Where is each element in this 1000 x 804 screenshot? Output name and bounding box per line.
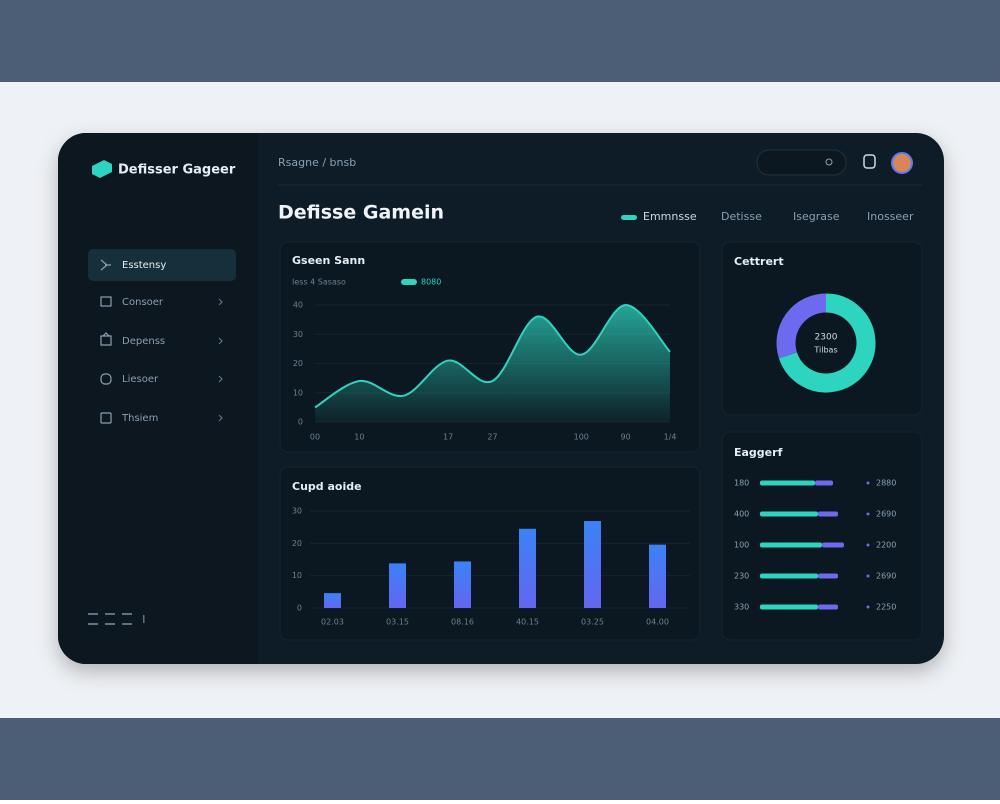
x-tick-label: 1/4 [664, 433, 677, 442]
x-tick-label: 02.03 [321, 618, 344, 627]
row-label: 100 [734, 541, 749, 550]
logo [92, 160, 112, 178]
notification-icon[interactable] [863, 154, 876, 169]
x-tick-label: 90 [621, 433, 631, 442]
x-tick-label: 40.15 [516, 618, 539, 627]
brand: Defisser Gageer [118, 163, 236, 178]
bar-segment [818, 511, 838, 517]
bar [324, 593, 341, 608]
nav-item[interactable]: Thsiem [121, 413, 158, 424]
x-tick-label: 00 [310, 433, 320, 442]
y-tick-label: 20 [293, 359, 303, 368]
x-tick-label: 03.15 [386, 618, 409, 627]
row-label: 400 [734, 510, 749, 519]
nav-item[interactable]: Depenss [122, 336, 165, 347]
legend-label: 8080 [421, 278, 441, 287]
y-tick-label: 10 [292, 571, 302, 580]
tab[interactable]: Isegrase [793, 210, 840, 223]
avatar[interactable] [891, 152, 913, 174]
bar-segment [760, 542, 822, 548]
row-dot [866, 574, 870, 578]
sidebar-footer [88, 613, 145, 625]
y-tick-label: 10 [293, 388, 303, 397]
bar-segment [815, 480, 833, 486]
y-tick-label: 0 [297, 604, 302, 613]
x-tick-label: 10 [354, 433, 364, 442]
x-tick-label: 08.16 [451, 618, 474, 627]
row-value: 2690 [876, 510, 896, 519]
tab[interactable]: Emmnsse [643, 210, 697, 223]
tab-indicator [621, 215, 637, 220]
panel-title: Cupd aoide [292, 480, 362, 493]
row-value: 2690 [876, 572, 896, 581]
area-fill [315, 304, 670, 422]
bar [519, 528, 536, 608]
x-tick-label: 27 [487, 433, 497, 442]
nav-active-bg [88, 249, 236, 281]
bar-segment [760, 480, 815, 486]
row-dot [866, 543, 870, 547]
nav-item[interactable]: Esstensy [122, 260, 166, 271]
donut-center-label: Tilbas [813, 346, 837, 355]
bar [649, 544, 666, 608]
bar [584, 521, 601, 608]
row-label: 180 [734, 479, 749, 488]
row-value: 2880 [876, 479, 896, 488]
donut-segment [776, 293, 827, 359]
y-tick-label: 0 [298, 418, 303, 427]
y-tick-label: 30 [292, 507, 302, 516]
area-line [314, 303, 671, 409]
donut-center-value: 2300 [815, 333, 838, 343]
sidebar [58, 133, 258, 664]
panel-title: Gseen Sann [292, 254, 365, 267]
donut-segment [778, 293, 876, 393]
row-dot [866, 605, 870, 609]
nav-item[interactable]: Liesoer [122, 374, 159, 385]
row-value: 2200 [876, 541, 896, 550]
breadcrumb: Rsagne / bnsb [278, 156, 356, 169]
x-tick-label: 03.25 [581, 618, 604, 627]
panel-title: Eaggerf [734, 446, 783, 459]
nav-icons [100, 259, 112, 424]
nav-chevrons [218, 298, 223, 422]
row-value: 2250 [876, 603, 896, 612]
tab[interactable]: Detisse [721, 210, 762, 223]
row-dot [866, 481, 870, 485]
y-tick-label: 30 [293, 330, 303, 339]
panel-title: Cettrert [734, 255, 784, 268]
nav-item[interactable]: Consoer [122, 297, 164, 308]
panel [721, 241, 923, 416]
bar-segment [818, 573, 838, 579]
row-label: 330 [734, 603, 749, 612]
subtitle: Iess 4 Sasaso [292, 278, 346, 287]
search-box[interactable] [756, 149, 847, 176]
row-label: 230 [734, 572, 749, 581]
page-title: Defisse Gamein [278, 202, 444, 224]
bar-segment [822, 542, 844, 548]
row-dot [866, 512, 870, 516]
legend-swatch [401, 279, 417, 285]
y-tick-label: 20 [292, 539, 302, 548]
x-tick-label: 04.00 [646, 618, 669, 627]
y-tick-label: 40 [293, 301, 303, 310]
bar-segment [760, 573, 818, 579]
bar-segment [818, 604, 838, 610]
search-icon [825, 158, 833, 166]
x-tick-label: 100 [574, 433, 589, 442]
bar-segment [760, 511, 818, 517]
bar-segment [760, 604, 818, 610]
bar [454, 561, 471, 608]
tab[interactable]: Inosseer [867, 210, 914, 223]
x-tick-label: 17 [443, 433, 453, 442]
bar [389, 563, 406, 608]
